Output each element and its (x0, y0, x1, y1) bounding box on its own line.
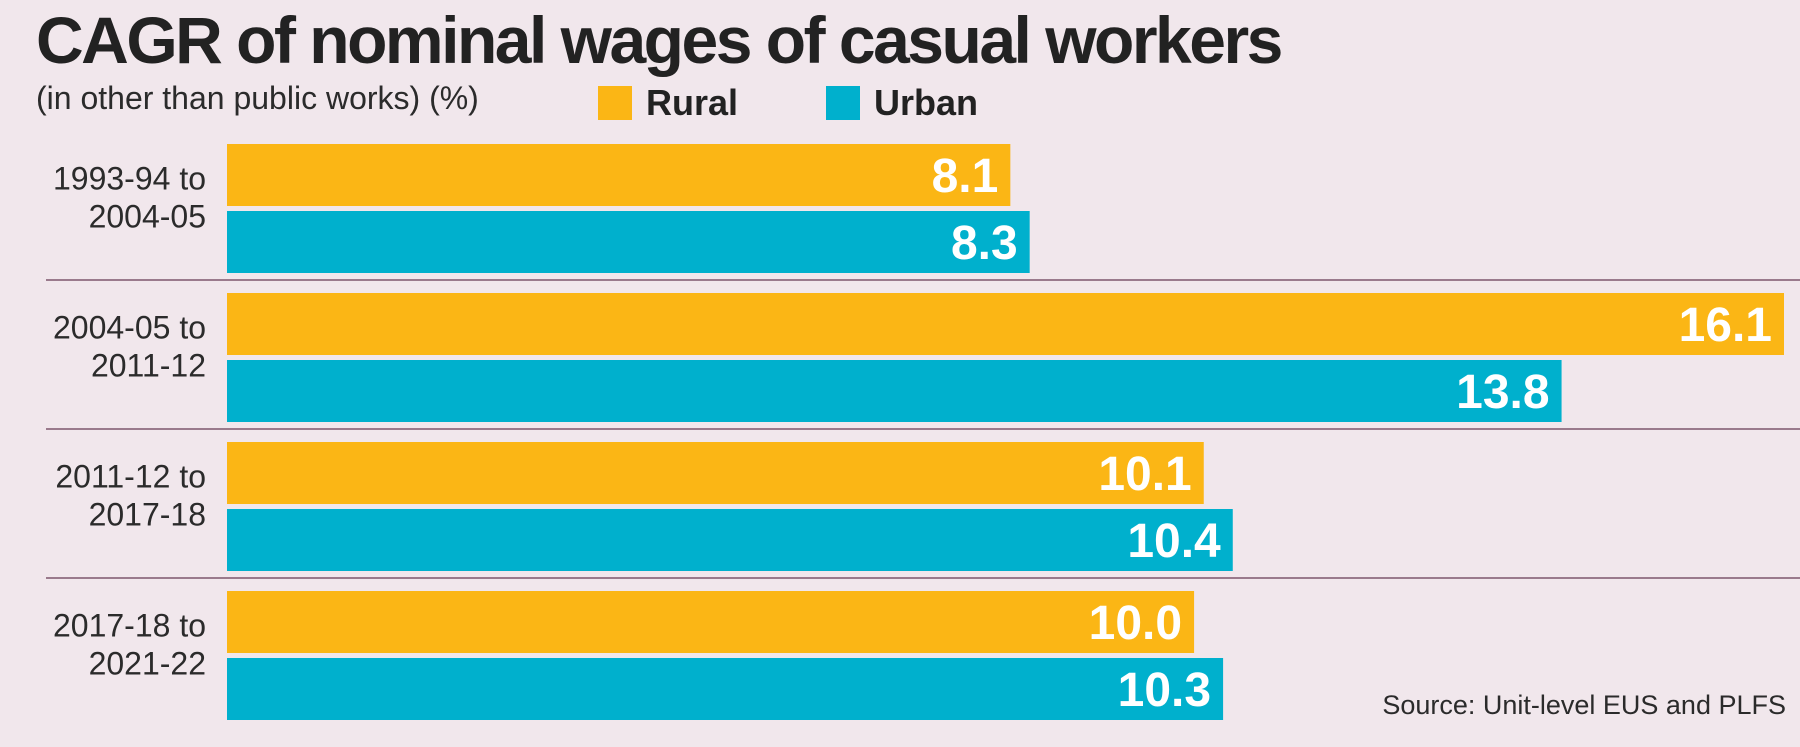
legend-swatch-rural (598, 86, 632, 120)
bar-urban (227, 509, 1233, 571)
chart-subtitle: (in other than public works) (%) (36, 80, 479, 116)
category-label: 2017-18 to (53, 608, 206, 644)
bar-urban (227, 211, 1030, 273)
bar-rural (227, 591, 1195, 653)
legend-item-urban: Urban (826, 82, 978, 124)
legend-item-rural: Rural (598, 82, 738, 124)
bar-value-label: 10.3 (1118, 664, 1211, 717)
bar-value-label: 10.1 (1098, 448, 1191, 501)
category-label: 2004-05 to (53, 310, 206, 346)
source-note: Source: Unit-level EUS and PLFS (1382, 690, 1786, 720)
category-label: 2011-12 to (55, 459, 206, 495)
legend-label-rural: Rural (646, 82, 739, 123)
bar-value-label: 8.3 (951, 217, 1018, 270)
category-label: 2004-05 (89, 199, 206, 235)
chart-title: CAGR of nominal wages of casual workers (36, 3, 1283, 77)
bar-value-label: 8.1 (932, 150, 999, 203)
category-label: 2021-22 (89, 646, 206, 682)
bar-urban (227, 360, 1562, 422)
legend-swatch-urban (826, 86, 860, 120)
bar-value-label: 10.4 (1127, 515, 1221, 568)
bar-value-label: 10.0 (1089, 597, 1182, 650)
bar-value-label: 16.1 (1679, 299, 1772, 352)
category-label: 1993-94 to (53, 161, 206, 197)
bar-rural (227, 442, 1204, 504)
bar-rural (227, 293, 1784, 355)
legend-label-urban: Urban (874, 82, 979, 123)
category-label: 2017-18 (89, 497, 206, 533)
bar-urban (227, 658, 1224, 720)
category-label: 2011-12 (91, 348, 206, 384)
bar-value-label: 13.8 (1456, 366, 1549, 419)
bar-rural (227, 144, 1011, 206)
